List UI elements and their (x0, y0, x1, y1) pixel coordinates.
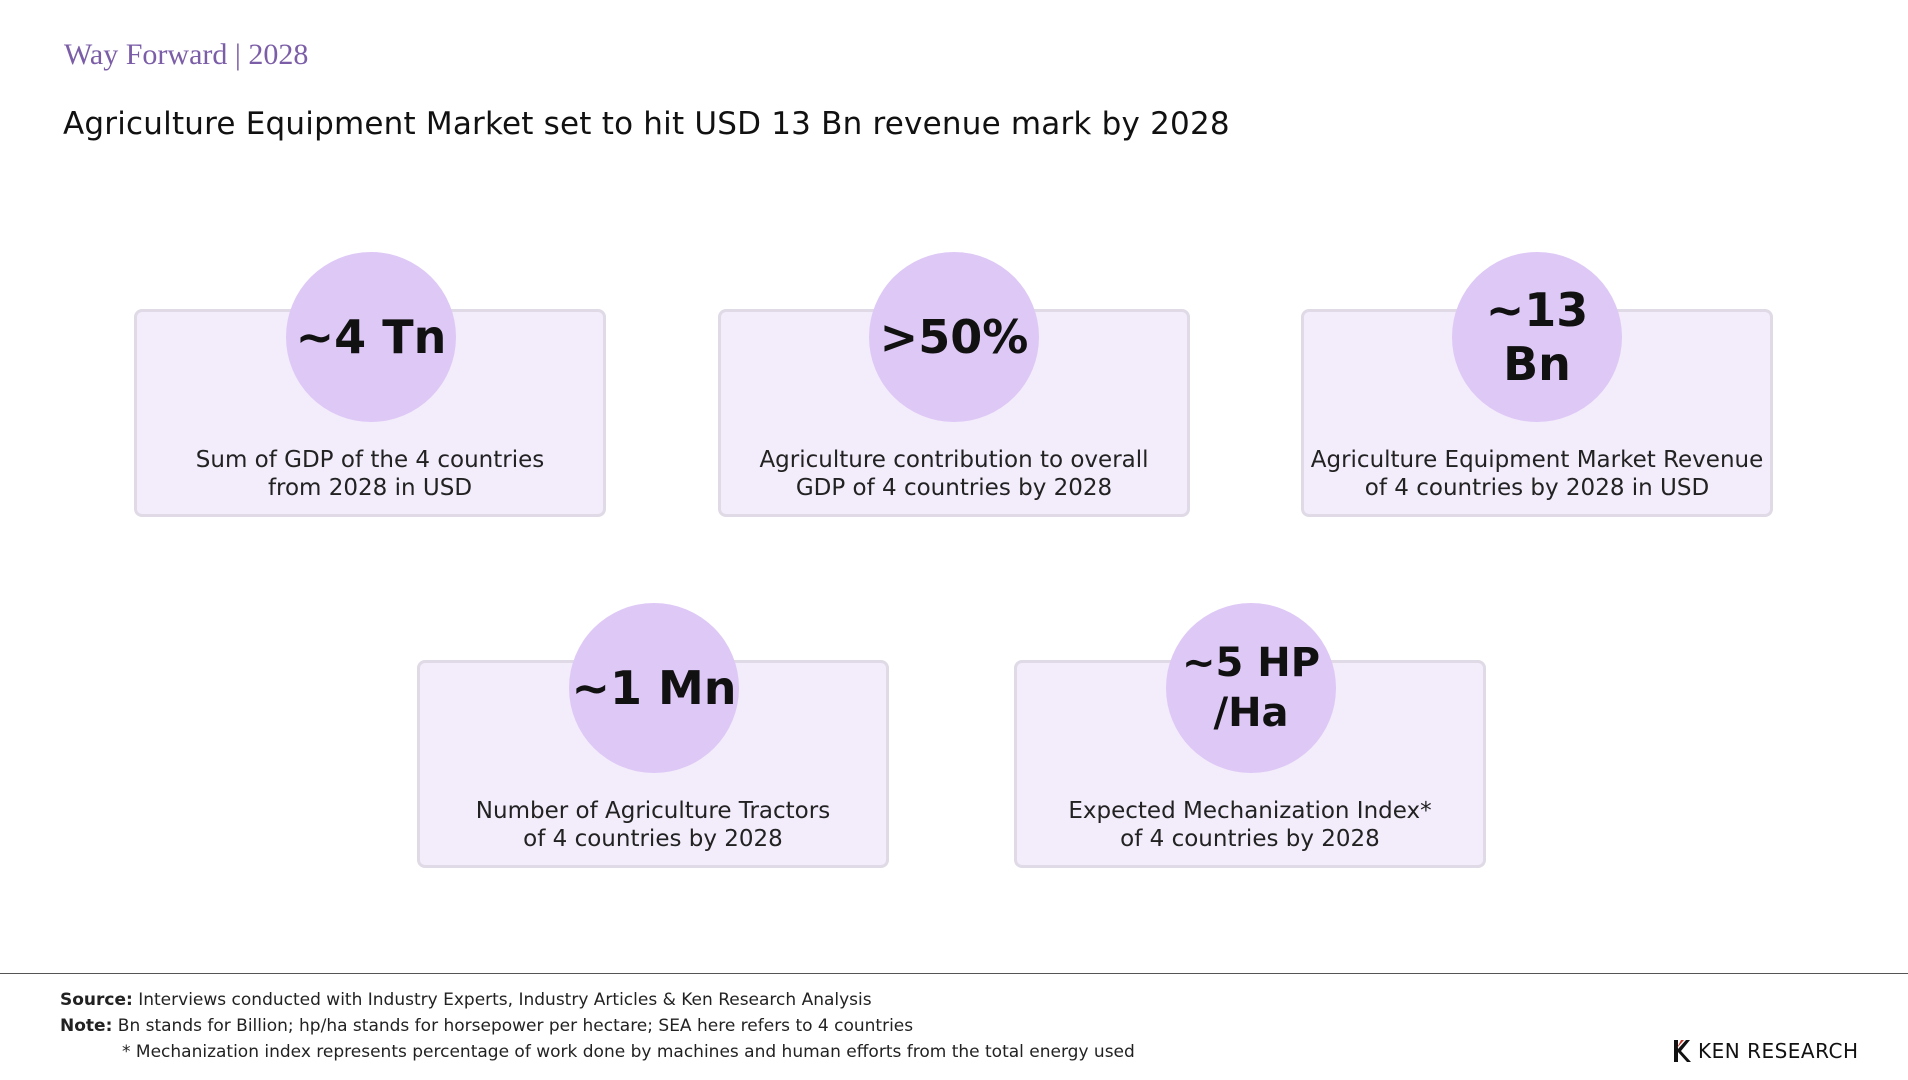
source-label: Source: (60, 990, 133, 1010)
stat-card-mechanization: Expected Mechanization Index* of 4 count… (1014, 660, 1486, 868)
stat-value-circle: ~1 Mn (569, 603, 739, 773)
note-line: Note: Bn stands for Billion; hp/ha stand… (60, 1016, 913, 1036)
page-title: Agriculture Equipment Market set to hit … (63, 106, 1230, 142)
stat-value-circle: ~4 Tn (286, 252, 456, 422)
note-text: Bn stands for Billion; hp/ha stands for … (112, 1016, 914, 1036)
stat-description: Sum of GDP of the 4 countries from 2028 … (195, 447, 545, 501)
stat-description: Agriculture contribution to overall GDP … (759, 447, 1149, 501)
stat-value-circle: ~5 HP /Ha (1166, 603, 1336, 773)
stat-value-circle: ~13 Bn (1452, 252, 1622, 422)
footnote: * Mechanization index represents percent… (122, 1042, 1135, 1062)
stat-description: Number of Agriculture Tractors of 4 coun… (475, 798, 831, 852)
source-line: Source: Interviews conducted with Indust… (60, 990, 872, 1010)
source-text: Interviews conducted with Industry Exper… (132, 990, 872, 1010)
brand-name: KEN RESEARCH (1698, 1039, 1859, 1063)
footer-divider (0, 973, 1908, 974)
section-label: Way Forward | 2028 (64, 38, 309, 71)
note-label: Note: (60, 1016, 113, 1036)
stat-description: Expected Mechanization Index* of 4 count… (1068, 798, 1432, 852)
ken-research-logo-icon (1674, 1040, 1691, 1062)
stat-description: Agriculture Equipment Market Revenue of … (1310, 447, 1764, 501)
stat-value-circle: >50% (869, 252, 1039, 422)
brand-logo: KEN RESEARCH (1672, 1038, 1859, 1064)
